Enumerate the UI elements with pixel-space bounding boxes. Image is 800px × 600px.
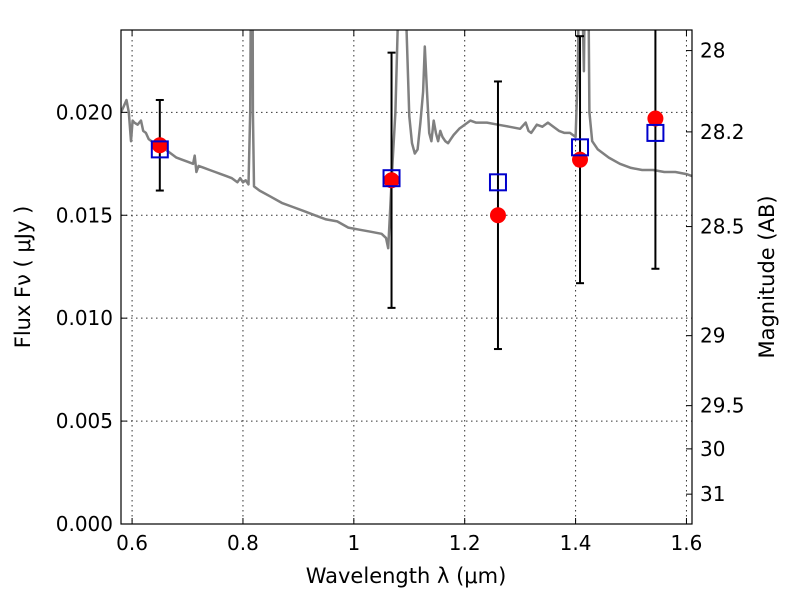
y-tick-label: 0.005: [56, 409, 113, 433]
y2-tick-label: 28.5: [700, 215, 745, 239]
x-tick-label: 1: [347, 531, 360, 555]
observed-point: [151, 137, 168, 154]
y2-tick-label: 31: [700, 482, 725, 506]
x-axis-label: Wavelength λ (μm): [306, 564, 507, 588]
model-band-points-layer: [150, 123, 665, 192]
x-tick-label: 1.2: [449, 531, 481, 555]
model-band-point: [150, 140, 169, 159]
plot-frame: [120, 29, 693, 525]
y-axis-label: Flux Fν ( μJy ): [11, 206, 35, 349]
y-tick-label: 0.015: [56, 203, 113, 227]
y2-tick-label: 28.2: [700, 120, 745, 144]
axis-ticks: 0.6 0.8 1 1.2 1.4 1.6 0.000 0.005 0.010 0.015 0.02…: [56, 30, 745, 555]
y2-tick-label: 28: [700, 39, 725, 63]
x-tick-label: 0.8: [227, 531, 259, 555]
model-spectrum-layer: [121, 30, 692, 250]
x-tick-label: 1.4: [560, 531, 592, 555]
y2-tick-label: 29: [700, 324, 725, 348]
y2-tick-label: 29.5: [700, 394, 745, 418]
model-band-point: [646, 123, 665, 142]
y-tick-label: 0.010: [56, 306, 113, 330]
model-band-point: [382, 169, 401, 188]
y-tick-label: 0.000: [56, 512, 113, 536]
observed-point: [489, 207, 506, 224]
x-tick-label: 1.6: [671, 531, 703, 555]
model-band-point: [571, 138, 590, 157]
x-tick-label: 0.6: [116, 531, 148, 555]
y2-axis-label: Magnitude (AB): [755, 195, 779, 358]
y2-tick-label: 30: [700, 437, 725, 461]
model-spectrum-line: [121, 30, 692, 250]
y-tick-label: 0.020: [56, 100, 113, 124]
observed-point: [647, 110, 664, 127]
model-band-point: [488, 173, 507, 192]
